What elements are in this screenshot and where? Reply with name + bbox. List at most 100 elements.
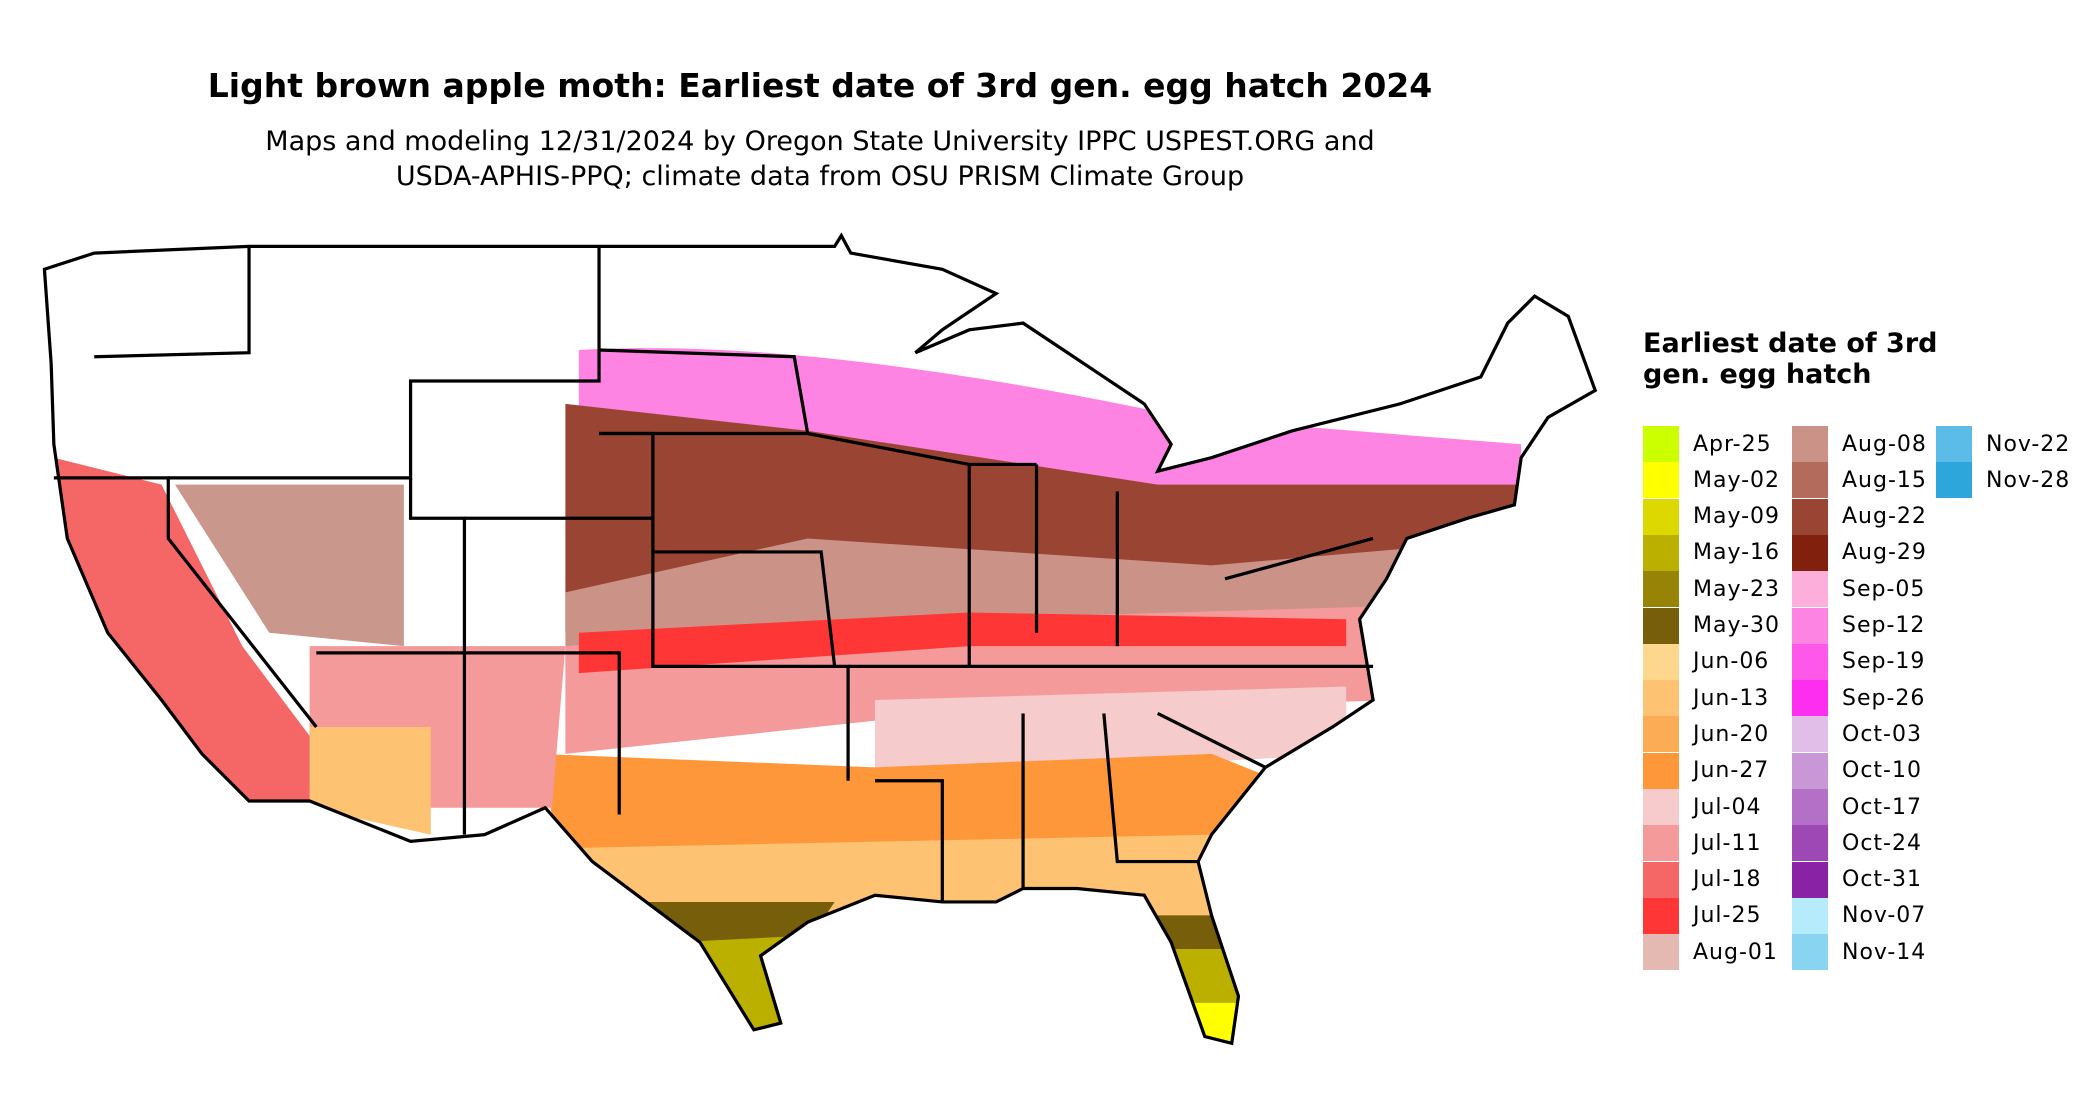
band-sep <box>578 348 1522 499</box>
map-subtitle-line-1: Maps and modeling 12/31/2024 by Oregon S… <box>265 126 1375 157</box>
legend-item: Jul-11 <box>1643 825 1762 862</box>
legend-item: Nov-28 <box>1936 462 2071 499</box>
legend-swatch <box>1643 825 1679 862</box>
legend-label: Nov-14 <box>1842 939 1927 965</box>
legend-item: Sep-05 <box>1792 571 1926 608</box>
legend-swatch <box>1792 716 1828 753</box>
legend-label: Oct-17 <box>1842 794 1922 820</box>
legend-item: Aug-08 <box>1792 426 1927 462</box>
legend-item: May-16 <box>1643 534 1780 571</box>
legend-label: May-30 <box>1693 613 1781 638</box>
legend-item: Sep-19 <box>1792 643 1926 680</box>
legend-item: Jun-13 <box>1643 680 1770 717</box>
legend-item: May-02 <box>1643 462 1781 499</box>
legend-label: Jun-27 <box>1693 758 1770 784</box>
legend-label: Jul-18 <box>1693 867 1762 893</box>
band-jul-04 <box>875 686 1347 781</box>
legend-item: Jun-20 <box>1643 716 1770 753</box>
band-west-coast <box>53 457 324 808</box>
legend-swatch <box>1643 462 1679 499</box>
band-aug-mid <box>565 538 1522 674</box>
legend-label: May-09 <box>1693 504 1781 530</box>
legend-swatch <box>1936 462 1972 499</box>
legend-swatch <box>1643 680 1679 717</box>
legend-label: Jun-06 <box>1693 649 1770 675</box>
legend-swatch <box>1792 534 1828 571</box>
legend-swatch <box>1792 571 1828 608</box>
legend-swatch <box>1643 897 1679 934</box>
legend-swatch <box>1792 934 1828 971</box>
legend-swatch <box>1643 571 1679 608</box>
legend-swatch <box>1643 426 1679 462</box>
legend-swatch <box>1792 643 1828 680</box>
legend-item: Jul-25 <box>1643 897 1762 934</box>
legend-label: Jul-25 <box>1693 903 1762 929</box>
map-subtitle-line-2: USDA-APHIS-PPQ; climate data from OSU PR… <box>395 161 1245 192</box>
legend-swatch <box>1643 607 1679 644</box>
legend-swatch <box>1643 934 1679 971</box>
legend-label: Nov-22 <box>1986 431 2071 457</box>
legend-label: Sep-12 <box>1842 613 1926 638</box>
legend-label: May-02 <box>1693 467 1781 493</box>
legend-label: Jul-11 <box>1693 830 1762 856</box>
legend-label: Jul-04 <box>1693 794 1762 820</box>
legend-swatch <box>1792 789 1828 825</box>
legend-swatch <box>1643 789 1679 825</box>
legend-label: Nov-07 <box>1842 903 1927 929</box>
legend-item: Sep-12 <box>1792 607 1926 644</box>
legend-item: May-09 <box>1643 498 1781 535</box>
legend-swatch <box>1792 897 1828 934</box>
legend-swatch <box>1643 752 1679 789</box>
legend-swatch <box>1643 861 1679 898</box>
legend-item: Nov-14 <box>1792 934 1927 971</box>
legend-label: Jun-20 <box>1693 721 1770 747</box>
legend-item: Aug-22 <box>1792 498 1927 535</box>
legend-label: Oct-31 <box>1842 867 1922 893</box>
legend-item: Oct-03 <box>1792 716 1922 753</box>
legend-label: Sep-19 <box>1842 649 1926 675</box>
legend-label: Oct-24 <box>1842 830 1922 856</box>
legend-label: Aug-29 <box>1842 540 1927 566</box>
legend-swatch <box>1643 534 1679 571</box>
legend-label: Oct-03 <box>1842 721 1922 747</box>
legend-swatch <box>1792 426 1828 462</box>
legend-label: Apr-25 <box>1693 431 1772 457</box>
legend-swatch <box>1792 462 1828 499</box>
legend-label: Jun-13 <box>1693 685 1770 711</box>
legend-swatch <box>1792 498 1828 535</box>
legend-item: Jun-27 <box>1643 752 1770 789</box>
legend-item: May-23 <box>1643 571 1780 608</box>
legend-label: Nov-28 <box>1986 467 2071 493</box>
legend-label: Aug-01 <box>1693 939 1778 965</box>
legend-item: Aug-01 <box>1643 934 1778 971</box>
legend-item: Nov-22 <box>1936 426 2070 462</box>
band-great-basin <box>175 484 404 647</box>
legend-label: Sep-26 <box>1842 685 1926 711</box>
legend-label: Aug-08 <box>1842 431 1927 457</box>
legend-swatch <box>1792 607 1828 644</box>
legend-item: Oct-17 <box>1792 789 1922 825</box>
legend-swatch <box>1936 426 1972 462</box>
legend-label: Aug-22 <box>1842 504 1927 530</box>
legend-swatch <box>1792 825 1828 862</box>
map-title: Light brown apple moth: Earliest date of… <box>207 66 1433 105</box>
legend-item: May-30 <box>1643 607 1781 644</box>
legend-item: Nov-07 <box>1792 897 1927 934</box>
legend-label: Aug-15 <box>1842 467 1927 493</box>
legend-item: Oct-31 <box>1792 861 1922 898</box>
legend-label: Oct-10 <box>1842 758 1922 784</box>
legend-item: Jul-04 <box>1643 789 1761 825</box>
legend-item: Jul-18 <box>1643 861 1762 898</box>
band-jul-25 <box>578 612 1347 674</box>
legend-title: Earliest date of 3rd gen. egg hatch <box>1643 328 1938 390</box>
legend-item: Apr-25 <box>1643 426 1772 462</box>
legend-item: Oct-10 <box>1792 752 1922 789</box>
legend-swatch <box>1792 861 1828 898</box>
legend-swatch <box>1643 716 1679 753</box>
legend-item: Aug-29 <box>1792 534 1927 571</box>
legend-swatch <box>1792 752 1828 789</box>
legend-label: Sep-05 <box>1842 576 1926 602</box>
legend-swatch <box>1643 498 1679 535</box>
legend-swatch <box>1643 643 1679 680</box>
